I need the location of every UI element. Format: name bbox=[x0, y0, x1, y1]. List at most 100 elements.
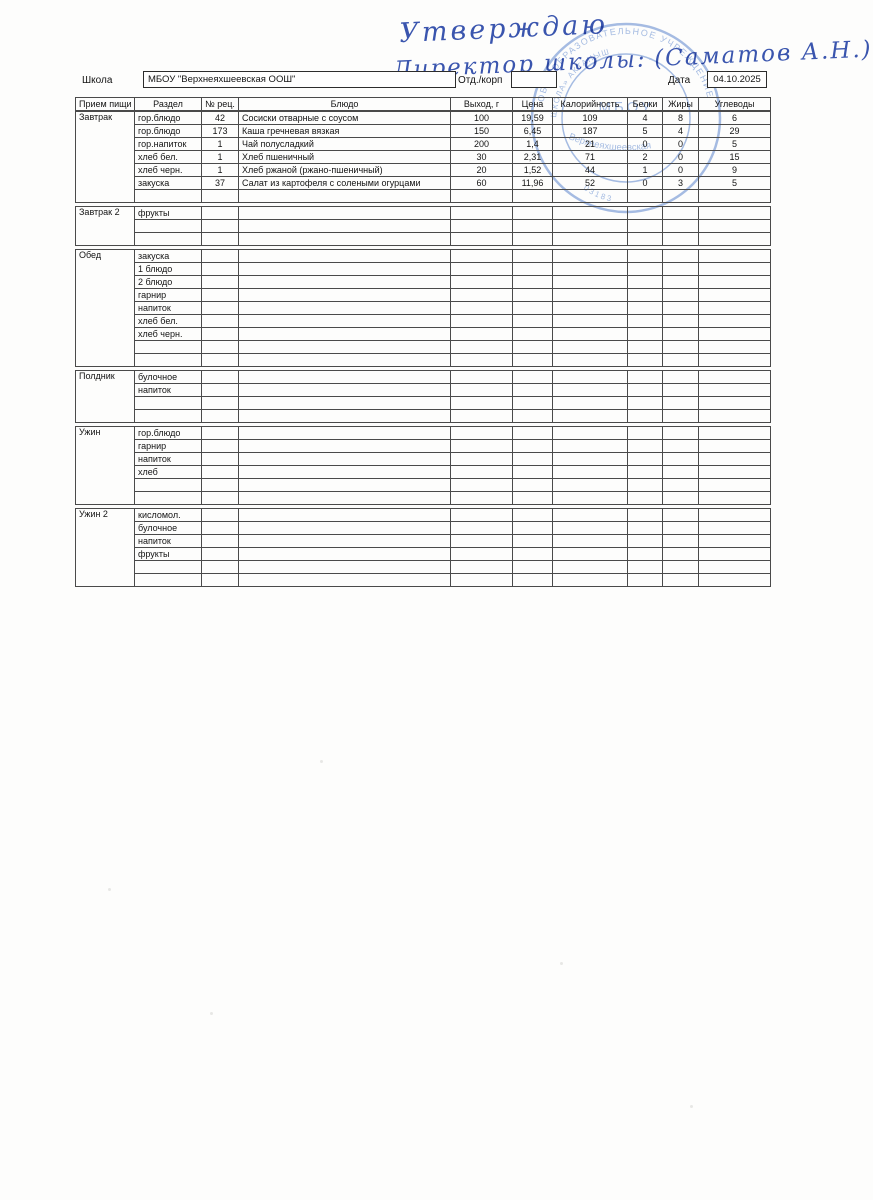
table-cell: закуска bbox=[134, 176, 202, 190]
table-cell bbox=[201, 275, 239, 289]
table-cell bbox=[450, 301, 513, 315]
table-cell bbox=[512, 491, 553, 505]
table-cell bbox=[201, 314, 239, 328]
table-cell bbox=[698, 206, 771, 220]
table-cell: хлеб черн. bbox=[134, 163, 202, 177]
table-cell bbox=[552, 560, 628, 574]
table-cell bbox=[662, 219, 699, 233]
table-cell bbox=[201, 262, 239, 276]
table-cell bbox=[698, 491, 771, 505]
director-name: (Саматов А.Н.) bbox=[653, 36, 873, 73]
table-cell bbox=[627, 340, 663, 354]
table-row: хлеб черн. bbox=[76, 327, 771, 341]
table-cell bbox=[201, 508, 239, 522]
table-cell bbox=[552, 573, 628, 587]
table-cell bbox=[512, 219, 553, 233]
table-row: фрукты bbox=[76, 547, 771, 561]
table-cell bbox=[698, 452, 771, 466]
table-cell bbox=[698, 249, 771, 263]
table-row bbox=[76, 353, 771, 367]
table-cell bbox=[450, 521, 513, 535]
meal-label: Ужин 2 bbox=[75, 508, 135, 587]
table-cell bbox=[201, 340, 239, 354]
table-cell bbox=[201, 249, 239, 263]
table-cell bbox=[662, 288, 699, 302]
table-cell bbox=[134, 189, 202, 203]
table-cell bbox=[201, 232, 239, 246]
table-cell: 100 bbox=[450, 111, 513, 125]
column-header: Калорийность bbox=[552, 97, 628, 111]
table-cell bbox=[201, 353, 239, 367]
meal-section: Завтрак 2 фрукты bbox=[75, 206, 771, 246]
table-cell bbox=[698, 547, 771, 561]
table-cell: 173 bbox=[201, 124, 239, 138]
table-cell: хлеб бел. bbox=[134, 150, 202, 164]
table-cell bbox=[201, 465, 239, 479]
table-cell bbox=[662, 189, 699, 203]
table-cell bbox=[698, 189, 771, 203]
table-cell bbox=[552, 426, 628, 440]
meal-label: Обед bbox=[75, 249, 135, 367]
table-cell: 42 bbox=[201, 111, 239, 125]
table-cell bbox=[627, 573, 663, 587]
table-cell bbox=[450, 189, 513, 203]
table-row bbox=[76, 219, 771, 233]
table-cell bbox=[698, 275, 771, 289]
table-row: напиток bbox=[76, 301, 771, 315]
table-cell bbox=[698, 426, 771, 440]
table-cell: хлеб bbox=[134, 465, 202, 479]
column-header: Углеводы bbox=[698, 97, 771, 111]
table-cell bbox=[450, 327, 513, 341]
table-cell bbox=[450, 275, 513, 289]
table-cell: 44 bbox=[552, 163, 628, 177]
table-cell bbox=[238, 370, 451, 384]
table-cell bbox=[238, 314, 451, 328]
table-cell: 0 bbox=[662, 150, 699, 164]
table-cell bbox=[698, 396, 771, 410]
table-row bbox=[76, 189, 771, 203]
table-cell bbox=[627, 491, 663, 505]
table-cell bbox=[238, 478, 451, 492]
table-cell: гор.напиток bbox=[134, 137, 202, 151]
table-cell: 109 bbox=[552, 111, 628, 125]
table-cell: 1 bbox=[627, 163, 663, 177]
table-cell: Сосиски отварные с соусом bbox=[238, 111, 451, 125]
table-cell bbox=[552, 396, 628, 410]
table-cell bbox=[627, 560, 663, 574]
table-cell: 60 bbox=[450, 176, 513, 190]
table-cell bbox=[662, 353, 699, 367]
table-cell bbox=[627, 189, 663, 203]
table-cell bbox=[698, 409, 771, 423]
table-cell bbox=[238, 573, 451, 587]
table-cell bbox=[552, 534, 628, 548]
table-cell: 187 bbox=[552, 124, 628, 138]
table-cell: напиток bbox=[134, 301, 202, 315]
table-cell: 19,59 bbox=[512, 111, 553, 125]
table-cell bbox=[662, 452, 699, 466]
table-cell: 1 bbox=[201, 163, 239, 177]
table-cell: фрукты bbox=[134, 206, 202, 220]
table-cell bbox=[512, 288, 553, 302]
scan-speck bbox=[210, 1012, 213, 1015]
table-cell bbox=[627, 249, 663, 263]
table-cell bbox=[512, 560, 553, 574]
table-cell bbox=[698, 262, 771, 276]
table-cell bbox=[201, 560, 239, 574]
table-cell: 9 bbox=[698, 163, 771, 177]
table-cell bbox=[662, 521, 699, 535]
table-row: гор.напиток 1 Чай полусладкий 200 1,4 21 0 0 5 bbox=[76, 137, 771, 151]
table-row bbox=[76, 340, 771, 354]
table-cell bbox=[698, 219, 771, 233]
table-cell bbox=[662, 262, 699, 276]
table-cell bbox=[201, 547, 239, 561]
table-cell: 0 bbox=[662, 163, 699, 177]
table-cell bbox=[662, 275, 699, 289]
table-cell bbox=[627, 521, 663, 535]
table-cell: фрукты bbox=[134, 547, 202, 561]
table-cell bbox=[512, 465, 553, 479]
table-cell: 0 bbox=[662, 137, 699, 151]
table-cell bbox=[238, 547, 451, 561]
table-cell bbox=[238, 508, 451, 522]
column-header: Раздел bbox=[134, 97, 202, 111]
